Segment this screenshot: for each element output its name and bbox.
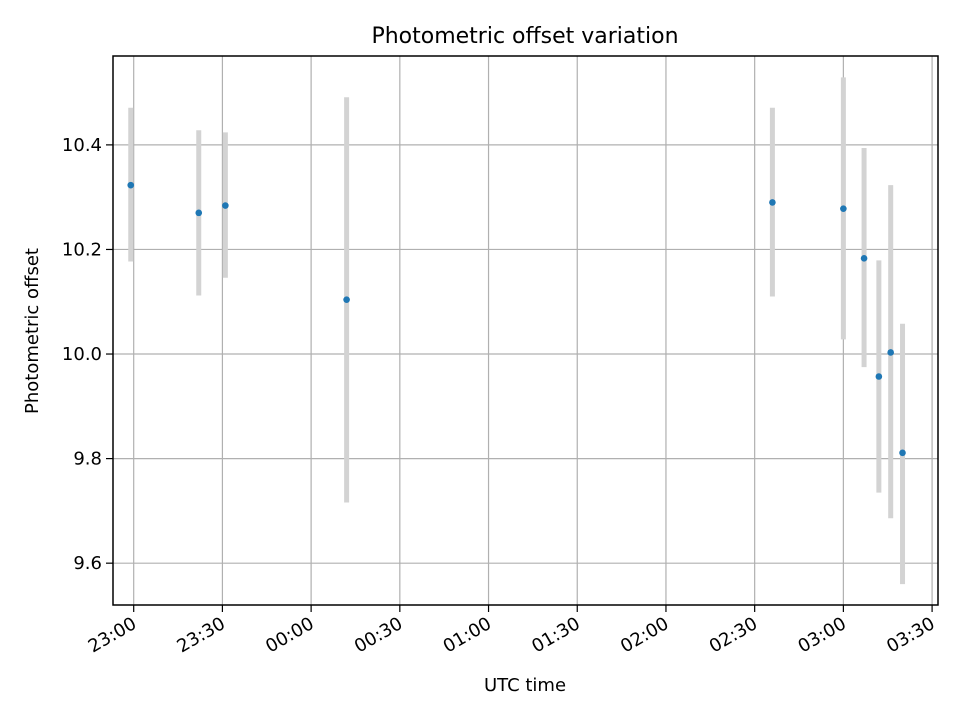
plot-frame (112, 55, 939, 606)
data-point (840, 205, 847, 212)
error-bars (128, 77, 906, 585)
data-point (887, 349, 894, 356)
y-tick-label: 9.6 (73, 553, 102, 574)
x-tick-label: 23:00 (85, 613, 140, 657)
y-tick-label: 10.4 (62, 135, 102, 156)
data-point (860, 255, 868, 262)
x-tick-label: 02:00 (617, 613, 672, 657)
y-tick-label: 10.0 (62, 344, 102, 365)
data-point (195, 209, 203, 217)
x-tick-label: 01:30 (528, 613, 583, 657)
y-axis-label: Photometric offset (22, 248, 43, 414)
x-tick-label: 01:00 (440, 613, 495, 657)
x-tick-label: 03:30 (883, 613, 938, 657)
y-tick-label: 10.2 (62, 239, 102, 260)
data-point (769, 199, 776, 206)
data-point (127, 181, 135, 189)
data-point (899, 449, 906, 457)
grid (113, 56, 938, 605)
x-axis-label: UTC time (484, 675, 566, 696)
x-axis: 23:00 23:30 00:00 00:30 01:00 01:30 02:00 02:30… (85, 605, 939, 657)
data-point (343, 296, 350, 303)
x-tick-label: 02:30 (706, 613, 761, 657)
data-point (875, 373, 883, 380)
x-tick-label: 00:00 (262, 613, 317, 657)
x-tick-label: 00:30 (351, 613, 406, 657)
data-points (127, 181, 906, 457)
y-tick-label: 9.8 (73, 449, 102, 470)
chart-title: Photometric offset variation (371, 24, 678, 49)
y-axis: 9.6 9.8 10.0 10.2 10.4 (62, 135, 113, 574)
data-point (222, 202, 229, 209)
x-tick-label: 23:30 (173, 613, 228, 657)
x-tick-label: 03:00 (794, 613, 849, 657)
